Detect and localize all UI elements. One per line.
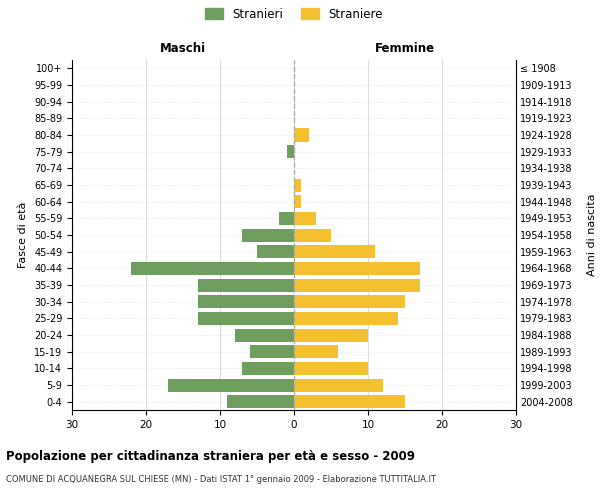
Bar bbox=[227, 395, 294, 408]
Bar bbox=[294, 212, 316, 225]
Bar bbox=[235, 328, 294, 342]
Text: COMUNE DI ACQUANEGRA SUL CHIESE (MN) - Dati ISTAT 1° gennaio 2009 - Elaborazione: COMUNE DI ACQUANEGRA SUL CHIESE (MN) - D… bbox=[6, 475, 436, 484]
Bar bbox=[168, 378, 294, 392]
Bar bbox=[131, 262, 294, 275]
Bar bbox=[294, 245, 376, 258]
Bar bbox=[294, 345, 338, 358]
Bar bbox=[294, 378, 383, 392]
Bar bbox=[294, 178, 301, 192]
Bar bbox=[294, 128, 309, 141]
Bar bbox=[257, 245, 294, 258]
Bar bbox=[294, 362, 368, 375]
Bar bbox=[294, 312, 398, 325]
Bar bbox=[250, 345, 294, 358]
Text: Popolazione per cittadinanza straniera per età e sesso - 2009: Popolazione per cittadinanza straniera p… bbox=[6, 450, 415, 463]
Bar bbox=[279, 212, 294, 225]
Legend: Stranieri, Straniere: Stranieri, Straniere bbox=[200, 3, 388, 26]
Text: Femmine: Femmine bbox=[375, 42, 435, 55]
Bar bbox=[294, 295, 405, 308]
Bar bbox=[242, 228, 294, 241]
Bar bbox=[198, 295, 294, 308]
Bar bbox=[294, 278, 420, 291]
Bar bbox=[198, 278, 294, 291]
Bar bbox=[198, 312, 294, 325]
Bar bbox=[294, 228, 331, 241]
Bar bbox=[294, 262, 420, 275]
Bar bbox=[294, 195, 301, 208]
Bar bbox=[287, 145, 294, 158]
Bar bbox=[294, 395, 405, 408]
Text: Maschi: Maschi bbox=[160, 42, 206, 55]
Y-axis label: Anni di nascita: Anni di nascita bbox=[587, 194, 597, 276]
Bar bbox=[242, 362, 294, 375]
Bar bbox=[294, 328, 368, 342]
Y-axis label: Fasce di età: Fasce di età bbox=[19, 202, 28, 268]
